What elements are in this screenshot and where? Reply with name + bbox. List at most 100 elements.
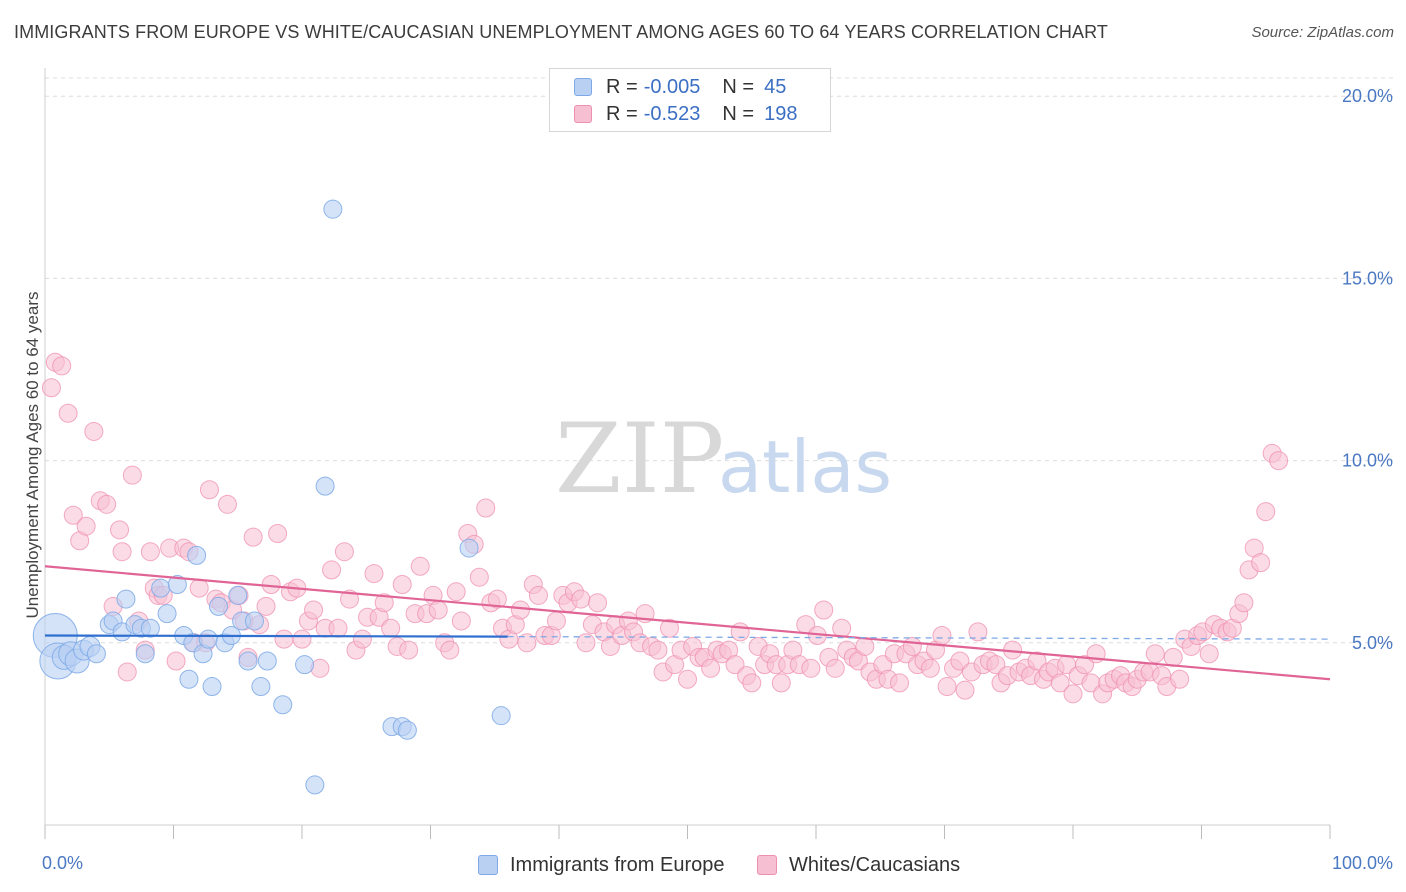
europe-point (198, 629, 218, 649)
whites-point (58, 403, 78, 423)
europe-point (257, 651, 277, 671)
europe-point (179, 669, 199, 689)
whites-point (678, 669, 697, 689)
whites-point (955, 680, 975, 700)
watermark-zip: ZIP (555, 403, 724, 515)
whites-point (41, 378, 61, 398)
whites-point (814, 600, 834, 620)
whites-point (97, 494, 117, 514)
whites-point (1269, 451, 1289, 471)
legend-r-label: R = (606, 102, 638, 125)
europe-point (86, 644, 106, 664)
europe-point (140, 618, 160, 638)
whites-point (112, 542, 132, 562)
tick-labels: 5.0% 10.0% 15.0% 20.0% 0.0% 100.0% Unemploymen… (23, 86, 1393, 873)
europe-point (135, 644, 155, 664)
whites-point (334, 542, 354, 562)
whites-point (304, 600, 324, 620)
legend-n-value: 198 (764, 102, 798, 125)
x-tick-label-max: 100.0% (1332, 853, 1393, 873)
whites-point (968, 622, 988, 642)
legend-n-label: N = (722, 102, 755, 125)
legend-r-label: R = (606, 75, 638, 98)
watermark-atlas: atlas (718, 425, 892, 509)
whites-point (268, 523, 288, 543)
whites-point (660, 618, 680, 638)
whites-point (517, 633, 537, 653)
y-tick-label: 20.0% (1342, 86, 1393, 106)
legend-row-europe: R = -0.005 N = 45 (574, 74, 786, 100)
whites-point (855, 636, 875, 656)
whites-point (374, 593, 394, 613)
whites-point (510, 600, 530, 620)
whites-point (381, 618, 401, 638)
whites-point (189, 578, 209, 598)
trend-lines (44, 565, 1331, 681)
whites-point (140, 542, 160, 562)
whites-point (274, 629, 294, 649)
whites-point (340, 589, 360, 609)
whites-point (725, 655, 745, 675)
whites-point (1234, 593, 1254, 613)
whites-point (428, 600, 448, 620)
whites-point (986, 655, 1006, 675)
y-axis-label: Unemployment Among Ages 60 to 64 years (23, 292, 42, 619)
europe-point (202, 677, 222, 697)
grid-lines (45, 77, 1395, 644)
whites-point (1256, 502, 1276, 522)
europe-point (167, 575, 187, 595)
whites-point (902, 636, 922, 656)
whites-trend-line (44, 565, 1331, 681)
whites-point (446, 582, 466, 602)
whites-point (122, 465, 142, 485)
whites-point (469, 567, 489, 587)
whites-point (1163, 647, 1183, 667)
whites-point (701, 658, 721, 678)
europe-point (459, 538, 479, 558)
whites-point (1063, 684, 1083, 704)
whites-point (1251, 553, 1271, 573)
x-tick-label-min: 0.0% (42, 853, 83, 873)
europe-point (157, 604, 177, 624)
legend-swatch-blue (574, 78, 592, 96)
whites-point (399, 640, 419, 660)
whites-point (256, 596, 276, 616)
europe-trend-extension (507, 635, 1331, 640)
whites-point (742, 673, 762, 693)
europe-point (273, 695, 293, 715)
europe-point (151, 578, 171, 598)
whites-point (771, 673, 791, 693)
axes (44, 68, 1331, 839)
whites-point (84, 421, 104, 441)
whites-point (63, 505, 83, 525)
whites-point (1027, 651, 1047, 671)
whites-point (76, 516, 96, 536)
whites-point (1075, 655, 1095, 675)
whites-point (832, 618, 852, 638)
whites-point (451, 611, 471, 631)
whites-point (261, 575, 281, 595)
europe-point (305, 775, 325, 795)
bottom-swatch-pink (757, 855, 777, 875)
whites-point (801, 658, 821, 678)
whites-point (199, 480, 219, 500)
y-tick-label: 5.0% (1352, 633, 1393, 653)
europe-point (208, 596, 228, 616)
europe-point (491, 706, 511, 726)
europe-point (187, 545, 207, 565)
bottom-legend-europe: Immigrants from Europe (478, 852, 725, 878)
europe-point (397, 720, 417, 740)
whites-point (588, 593, 608, 613)
legend-row-whites: R = -0.523 N = 198 (574, 101, 797, 127)
chart-title: IMMIGRANTS FROM EUROPE VS WHITE/CAUCASIA… (14, 22, 1109, 42)
whites-point (110, 520, 130, 540)
whites-point (937, 677, 957, 697)
whites-point (410, 556, 430, 576)
whites-point (920, 658, 940, 678)
legend-r-value: -0.523 (643, 102, 701, 125)
whites-point (571, 589, 591, 609)
whites-point (730, 622, 750, 642)
whites-point (932, 626, 952, 646)
bottom-legend-whites: Whites/Caucasians (757, 852, 960, 878)
whites-point (476, 498, 496, 518)
